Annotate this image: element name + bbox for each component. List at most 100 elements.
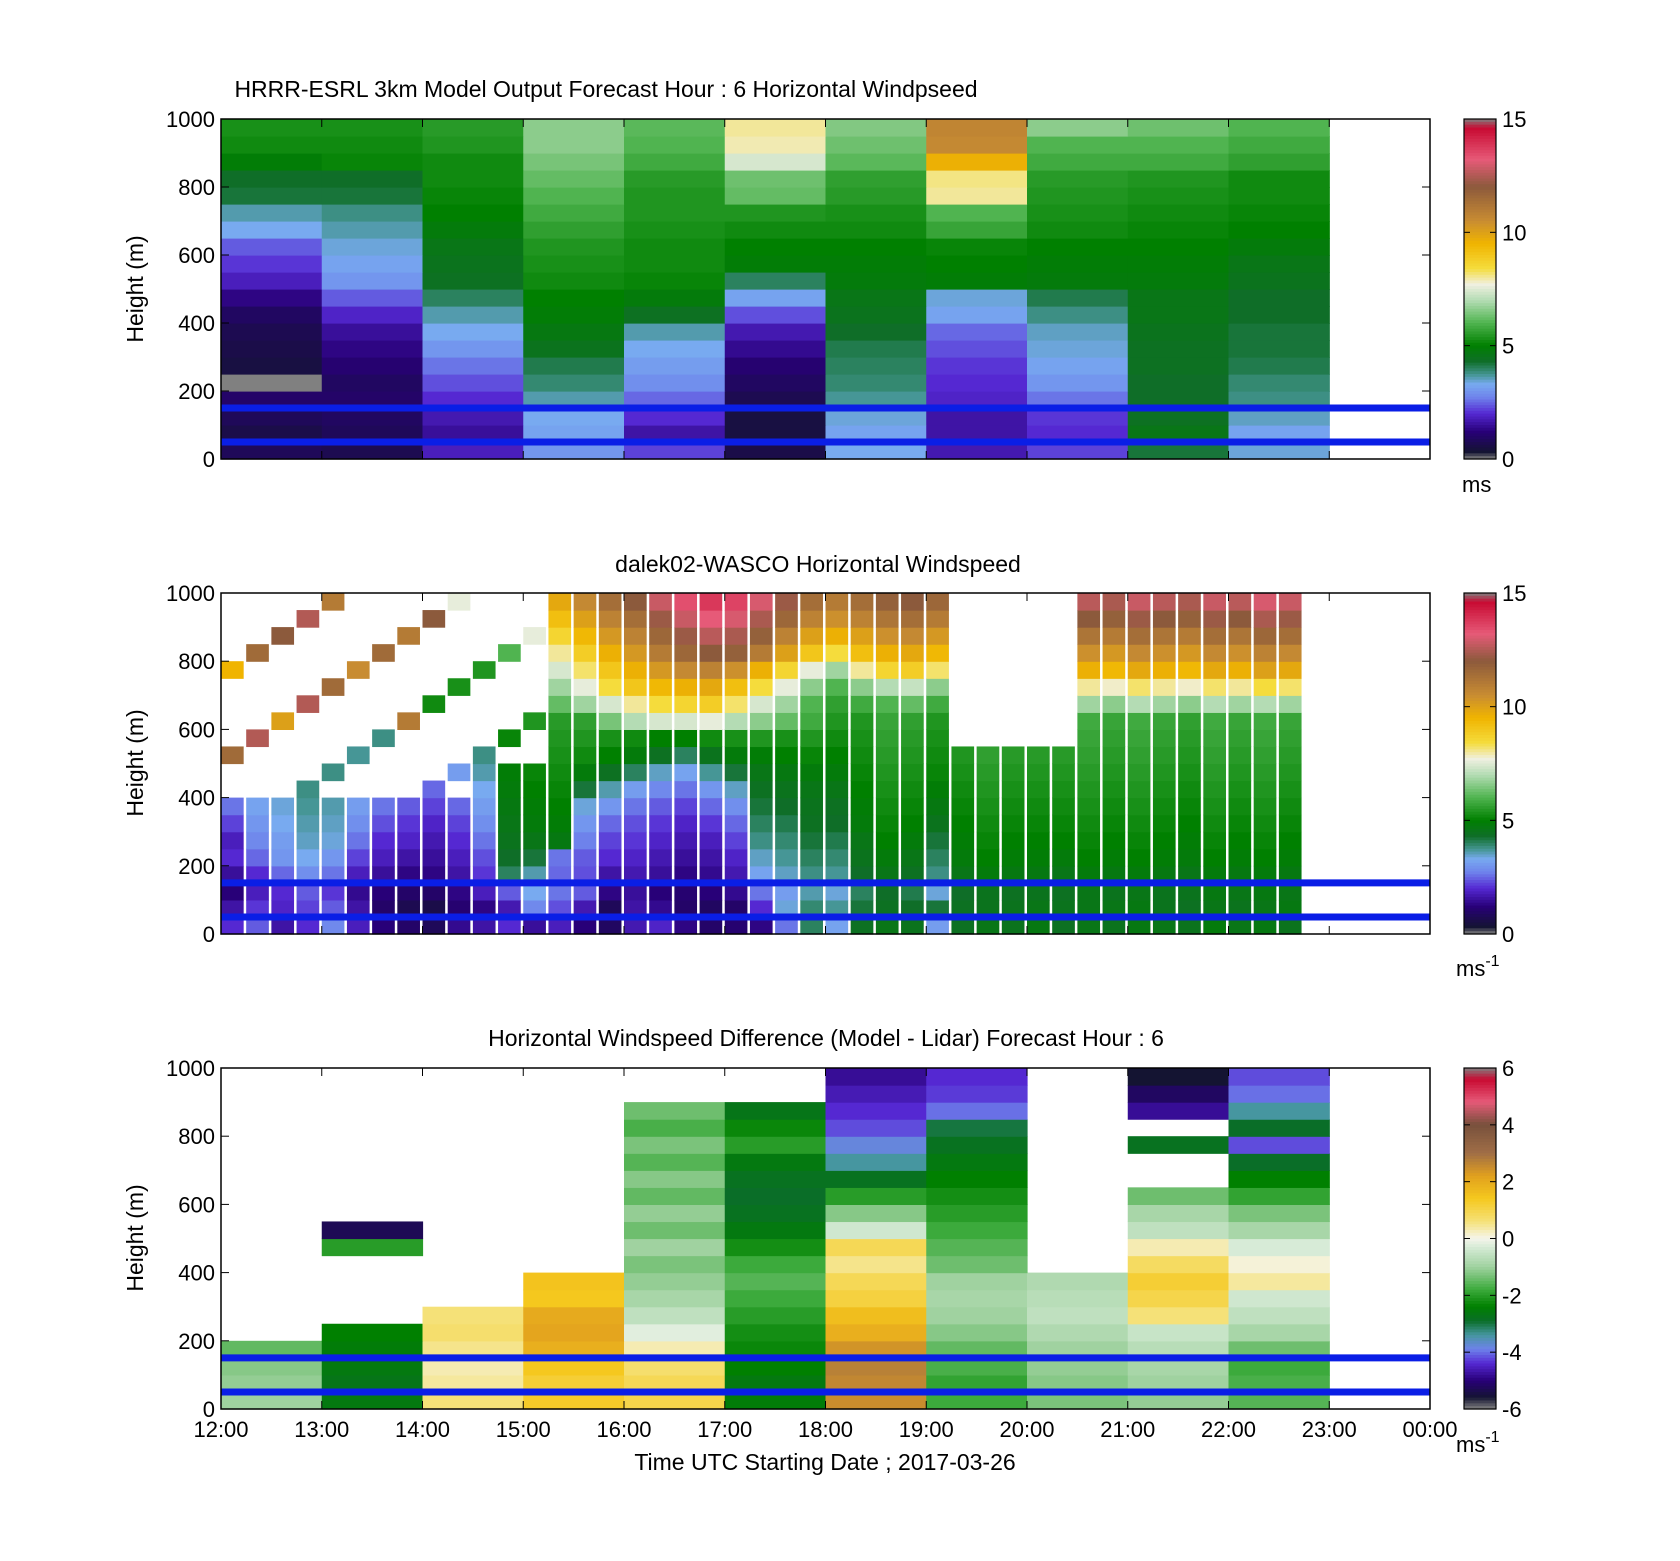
colorbar-swatch — [1464, 902, 1496, 907]
lidar-cell — [598, 916, 622, 935]
model-cell — [221, 306, 323, 324]
colorbar-swatch — [1464, 294, 1496, 299]
colorbar-swatch — [1464, 133, 1496, 137]
lidar-cell — [1178, 746, 1201, 765]
colorbar-swatch — [1464, 885, 1496, 890]
lidar-cell — [1203, 899, 1226, 918]
difference-cell — [926, 1357, 1028, 1376]
x-tick-label: 16:00 — [596, 1417, 651, 1442]
lidar-cell — [1102, 882, 1126, 901]
difference-cell — [523, 1391, 625, 1410]
colorbar-swatch — [1464, 410, 1496, 415]
lidar-cell — [1278, 644, 1302, 662]
lidar-cell — [825, 661, 849, 679]
colorbar-swatch — [1464, 746, 1496, 750]
lidar-cell — [674, 865, 698, 884]
lidar-cell — [649, 899, 672, 918]
difference-cell — [624, 1289, 726, 1308]
lidar-cell — [1278, 678, 1302, 696]
lidar-cell — [321, 797, 345, 816]
lidar-cell — [724, 593, 748, 611]
lidar-cell — [724, 848, 748, 867]
model-cell — [926, 272, 1028, 290]
model-cell — [724, 255, 827, 273]
colorbar-swatch — [1464, 337, 1496, 341]
difference-cell — [825, 1306, 927, 1325]
lidar-cell — [850, 644, 874, 662]
lidar-cell — [901, 746, 924, 765]
difference-cell — [1228, 1374, 1330, 1393]
lidar-cell — [1152, 916, 1176, 935]
x-tick-label: 12:00 — [193, 1417, 248, 1442]
difference-cell — [624, 1153, 726, 1171]
x-tick-label: 17:00 — [697, 1417, 752, 1442]
lidar-cell — [598, 593, 622, 611]
lidar-cell — [1278, 899, 1302, 918]
model-cell — [1027, 187, 1129, 205]
model-cell — [926, 408, 1028, 426]
model-cell — [1027, 340, 1129, 358]
model-cell — [724, 136, 827, 154]
model-cell — [321, 136, 424, 154]
lidar-cell — [775, 627, 798, 645]
lidar-cell — [749, 882, 773, 901]
lidar-cell — [573, 899, 597, 918]
colorbar-swatch — [1464, 644, 1496, 648]
lidar-cell — [1178, 916, 1201, 935]
lidar-cell — [649, 865, 672, 884]
lidar-cell — [498, 899, 521, 918]
y-tick-label: 400 — [178, 1261, 215, 1286]
model-cell — [1127, 340, 1230, 358]
lidar-cell — [1027, 882, 1050, 901]
model-cell — [221, 204, 323, 222]
difference-cell — [221, 1340, 323, 1359]
colorbar-swatch — [1464, 641, 1496, 645]
colorbar-swatch — [1464, 857, 1496, 861]
colorbar-swatch — [1464, 164, 1496, 168]
difference-cell — [825, 1272, 927, 1291]
lidar-cell — [624, 695, 647, 713]
model-cell — [321, 425, 424, 443]
lidar-cell — [296, 695, 320, 713]
lidar-cell — [422, 916, 446, 935]
lidar-cell — [624, 729, 647, 748]
colorbar-swatch — [1464, 843, 1496, 847]
lidar-cell — [649, 797, 672, 816]
difference-cell — [724, 1272, 827, 1291]
y-tick-label: 800 — [178, 649, 215, 674]
lidar-cell — [321, 916, 345, 935]
colorbar-swatch — [1464, 729, 1496, 733]
lidar-cell — [246, 814, 269, 833]
lidar-cell — [296, 865, 320, 884]
lidar-cell — [321, 831, 345, 850]
colorbar-swatch — [1464, 243, 1496, 248]
difference-cell — [724, 1391, 827, 1410]
colorbar-swatch — [1464, 862, 1496, 867]
lidar-cell — [397, 899, 420, 918]
lidar-cell — [1127, 746, 1151, 765]
model-cell — [523, 374, 625, 392]
panel-lidar-reference-lines — [221, 879, 1430, 921]
lidar-cell — [1228, 593, 1252, 611]
model-cell — [1127, 408, 1230, 426]
colorbar-swatch — [1464, 615, 1496, 620]
colorbar-swatch — [1464, 303, 1496, 307]
lidar-cell — [825, 848, 849, 867]
colorbar-swatch — [1464, 1309, 1496, 1313]
colorbar-swatch — [1464, 192, 1496, 197]
lidar-cell — [624, 780, 647, 799]
lidar-cell — [649, 882, 672, 901]
lidar-cell — [1152, 712, 1176, 730]
colorbar-swatch — [1464, 1292, 1496, 1296]
lidar-cell — [447, 814, 471, 833]
lidar-cell — [1152, 729, 1176, 748]
colorbar-swatch — [1464, 1073, 1496, 1078]
lidar-cell — [624, 610, 647, 628]
lidar-cell — [699, 729, 723, 748]
colorbar-swatch — [1464, 612, 1496, 617]
lidar-cell — [346, 882, 370, 901]
colorbar-swatch — [1464, 817, 1496, 821]
